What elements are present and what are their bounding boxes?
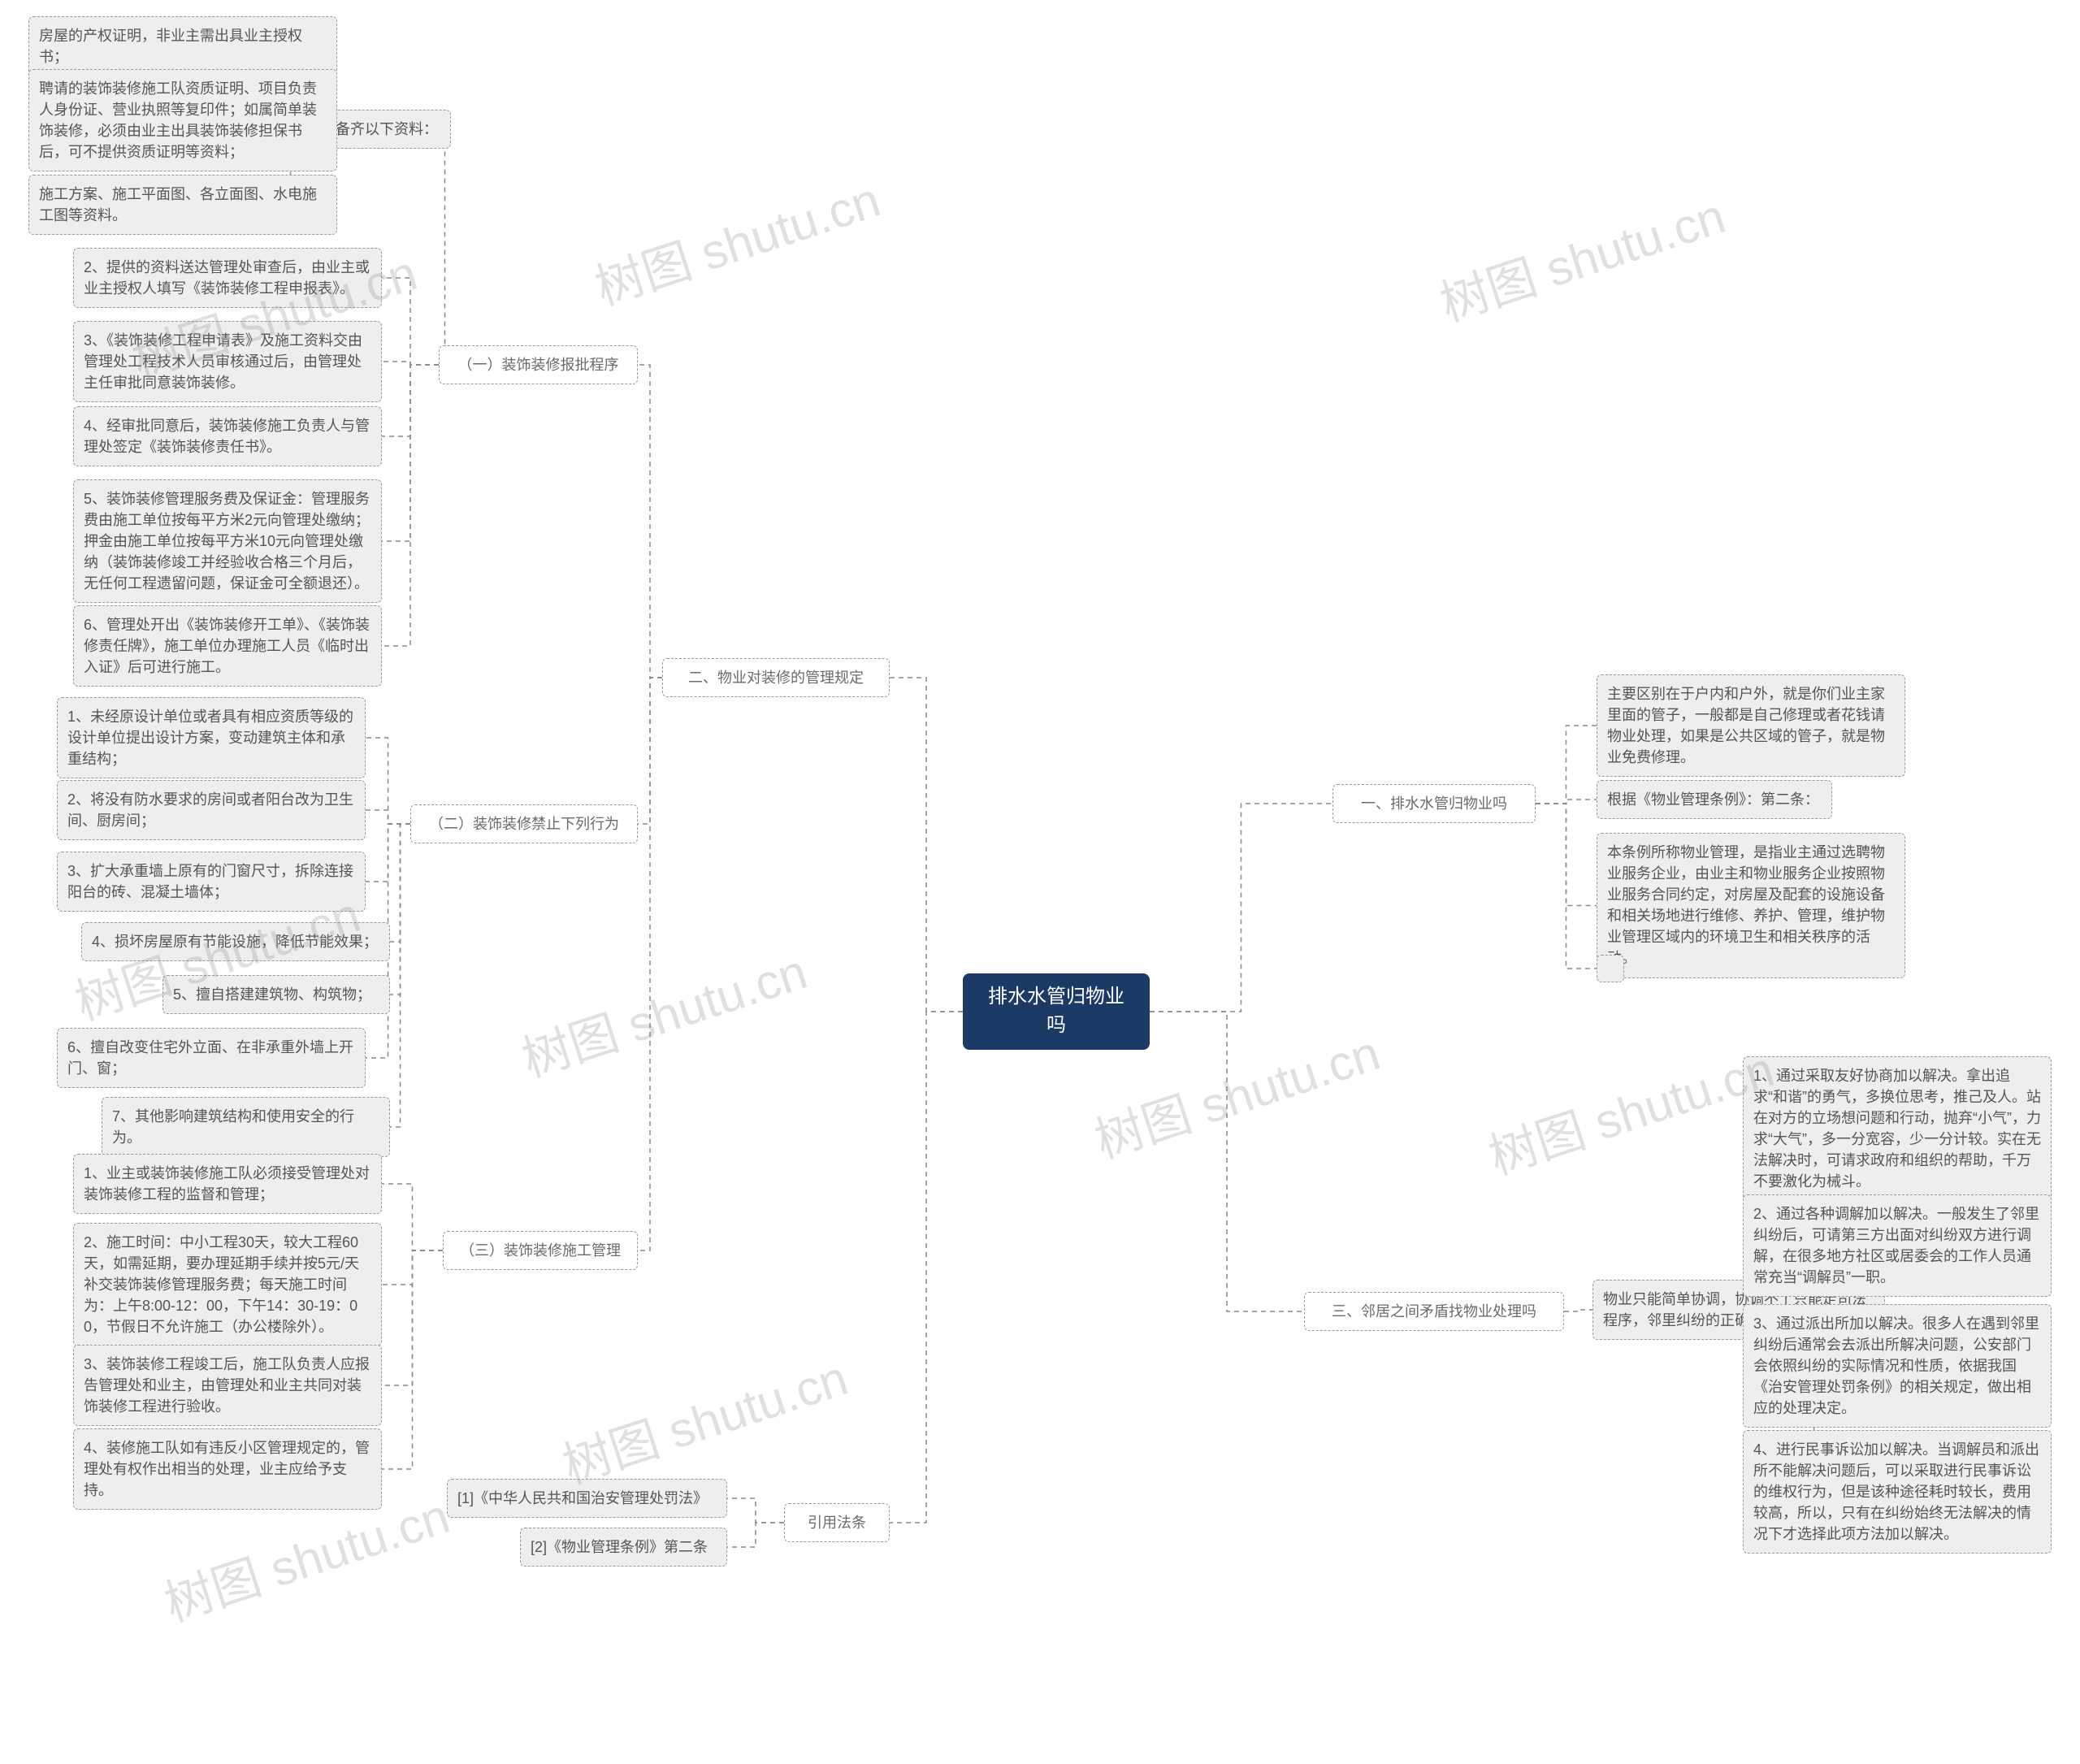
- mindmap-node-b2b: （二）装饰装修禁止下列行为: [410, 804, 638, 843]
- mindmap-node-s1-l3: 施工方案、施工平面图、各立面图、水电施工图等资料。: [28, 175, 337, 235]
- mindmap-node-b2a: （一）装饰装修报批程序: [439, 345, 638, 384]
- mindmap-node-c2: 2、施工时间：中小工程30天，较大工程60天，如需延期，要办理延期手续并按5元/…: [73, 1223, 382, 1346]
- mindmap-node-b1: 一、排水水管归物业吗: [1332, 784, 1536, 823]
- connector: [727, 1523, 784, 1547]
- mindmap-node-b1-l2: 根据《物业管理条例》：第二条：: [1597, 780, 1832, 819]
- mindmap-node-b1-l3: 本条例所称物业管理，是指业主通过选聘物业服务企业，由业主和物业服务企业按照物业服…: [1597, 833, 1905, 978]
- mindmap-node-s3: 3、《装饰装修工程申请表》及施工资料交由管理处工程技术人员审核通过后，由管理处主…: [73, 321, 382, 402]
- mindmap-node-f1: 1、未经原设计单位或者具有相应资质等级的设计单位提出设计方案，变动建筑主体和承重…: [57, 697, 366, 778]
- mindmap-node-s6: 6、管理处开出《装饰装修开工单》、《装饰装修责任牌》，施工单位办理施工人员《临时…: [73, 605, 382, 687]
- connector: [390, 824, 410, 995]
- mindmap-node-f4: 4、损坏房屋原有节能设施，降低节能效果；: [81, 922, 390, 961]
- mindmap-node-f3: 3、扩大承重墙上原有的门窗尺寸，拆除连接阳台的砖、混凝土墙体；: [57, 852, 366, 912]
- connector: [638, 678, 662, 824]
- connector: [366, 824, 410, 882]
- connector: [382, 1250, 443, 1469]
- connector: [382, 362, 439, 365]
- connector: [1564, 1310, 1592, 1311]
- watermark: 树图 shutu.cn: [585, 161, 888, 319]
- watermark: 树图 shutu.cn: [1479, 1030, 1782, 1189]
- connector: [382, 278, 439, 365]
- watermark: 树图 shutu.cn: [512, 933, 815, 1091]
- mindmap-node-b4-l2: [2]《物业管理条例》第二条: [520, 1528, 727, 1567]
- connector: [382, 1250, 443, 1385]
- connector: [727, 1498, 784, 1523]
- mindmap-node-b2c: （三）装饰装修施工管理: [443, 1231, 638, 1270]
- mindmap-node-b3-l4: 4、进行民事诉讼加以解决。当调解员和派出所不能解决问题后，可以采取进行民事诉讼的…: [1743, 1430, 2052, 1554]
- mindmap-node-s5: 5、装饰装修管理服务费及保证金：管理服务费由施工单位按每平方米2元向管理处缴纳；…: [73, 479, 382, 603]
- watermark: 树图 shutu.cn: [552, 1339, 856, 1497]
- mindmap-node-s1-l2: 聘请的装饰装修施工队资质证明、项目负责人身份证、营业执照等复印件；如属简单装饰装…: [28, 69, 337, 171]
- mindmap-node-b4: 引用法条: [784, 1503, 890, 1542]
- watermark: 树图 shutu.cn: [1430, 177, 1733, 336]
- mindmap-node-s2: 2、提供的资料送达管理处审查后，由业主或业主授权人填写《装饰装修工程申报表》。: [73, 248, 382, 308]
- connector: [382, 1184, 443, 1250]
- mindmap-node-root: 排水水管归物业吗: [963, 973, 1150, 1050]
- mindmap-node-c3: 3、装饰装修工程竣工后，施工队负责人应报告管理处和业主，由管理处和业主共同对装饰…: [73, 1345, 382, 1426]
- mindmap-node-b1-l1: 主要区别在于户内和户外，就是你们业主家里面的管子，一般都是自己修理或者花钱请物业…: [1597, 674, 1905, 777]
- connector: [638, 365, 662, 678]
- mindmap-node-s4: 4、经审批同意后，装饰装修施工负责人与管理处签定《装饰装修责任书》。: [73, 406, 382, 466]
- connector: [890, 678, 963, 1012]
- connector: [1536, 804, 1597, 969]
- connector: [382, 365, 439, 646]
- connector: [1536, 800, 1597, 804]
- mindmap-node-f2: 2、将没有防水要求的房间或者阳台改为卫生间、厨房间；: [57, 780, 366, 840]
- mindmap-node-c1: 1、业主或装饰装修施工队必须接受管理处对装饰装修工程的监督和管理；: [73, 1154, 382, 1214]
- mindmap-node-f6: 6、擅自改变住宅外立面、在非承重外墙上开门、窗；: [57, 1028, 366, 1088]
- mindmap-node-b3-l2: 2、通过各种调解加以解决。一般发生了邻里纠纷后，可请第三方出面对纠纷双方进行调解…: [1743, 1194, 2052, 1297]
- mindmap-node-b4-l1: [1]《中华人民共和国治安管理处罚法》: [447, 1479, 727, 1518]
- mindmap-node-f5: 5、擅自搭建建筑物、构筑物；: [162, 975, 390, 1014]
- mindmap-node-s1-l1: 房屋的产权证明，非业主需出具业主授权书；: [28, 16, 337, 76]
- connector: [366, 810, 410, 824]
- mindmap-node-c4: 4、装修施工队如有违反小区管理规定的，管理处有权作出相当的处理，业主应给予支持。: [73, 1428, 382, 1510]
- mindmap-node-b3-l1: 1、通过采取友好协商加以解决。拿出追求“和谐”的勇气，多换位思考，推己及人。站在…: [1743, 1056, 2052, 1202]
- connector: [382, 365, 439, 541]
- connector: [638, 678, 662, 1250]
- connector: [439, 129, 451, 365]
- connector: [366, 738, 410, 824]
- mindmap-node-b1-empty: [1597, 955, 1624, 982]
- mindmap-node-b3: 三、邻居之间矛盾找物业处理吗: [1304, 1292, 1564, 1331]
- connector: [1150, 804, 1332, 1012]
- mindmap-node-b2: 二、物业对装修的管理规定: [662, 658, 890, 697]
- mindmap-node-f7: 7、其他影响建筑结构和使用安全的行为。: [102, 1097, 390, 1157]
- connector: [890, 1012, 963, 1523]
- connector: [390, 824, 410, 1127]
- connector: [390, 824, 410, 942]
- connector: [1536, 726, 1597, 804]
- connector: [382, 1250, 443, 1285]
- connector: [1536, 804, 1597, 906]
- connector: [1150, 1012, 1304, 1311]
- connector: [382, 365, 439, 436]
- mindmap-node-b3-l3: 3、通过派出所加以解决。很多人在遇到邻里纠纷后通常会去派出所解决问题，公安部门会…: [1743, 1304, 2052, 1428]
